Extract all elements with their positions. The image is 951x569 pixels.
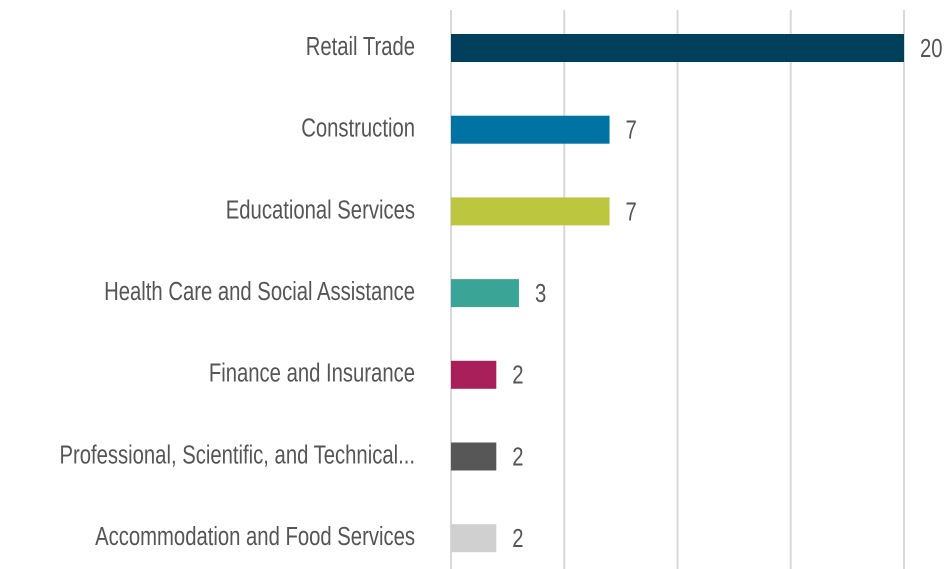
bar bbox=[451, 279, 519, 308]
bar bbox=[451, 360, 497, 389]
category-label: Professional, Scientific, and Technical.… bbox=[59, 440, 415, 469]
value-label: 7 bbox=[626, 197, 637, 226]
value-label: 2 bbox=[512, 442, 523, 471]
value-label: 7 bbox=[626, 115, 637, 144]
bar bbox=[451, 442, 497, 471]
bar bbox=[451, 34, 904, 62]
category-label: Health Care and Social Assistance bbox=[104, 277, 415, 306]
category-label: Accommodation and Food Services bbox=[95, 522, 415, 551]
value-label: 3 bbox=[535, 279, 546, 308]
value-label: 2 bbox=[512, 360, 523, 389]
category-label: Retail Trade bbox=[306, 31, 415, 60]
category-label: Finance and Insurance bbox=[209, 358, 415, 387]
category-label: Construction bbox=[301, 113, 415, 142]
bar bbox=[451, 197, 610, 226]
bar bbox=[451, 115, 610, 144]
bar bbox=[451, 524, 497, 553]
value-label: 20 bbox=[920, 33, 943, 62]
value-label: 2 bbox=[512, 524, 523, 553]
category-label: Educational Services bbox=[226, 195, 415, 224]
